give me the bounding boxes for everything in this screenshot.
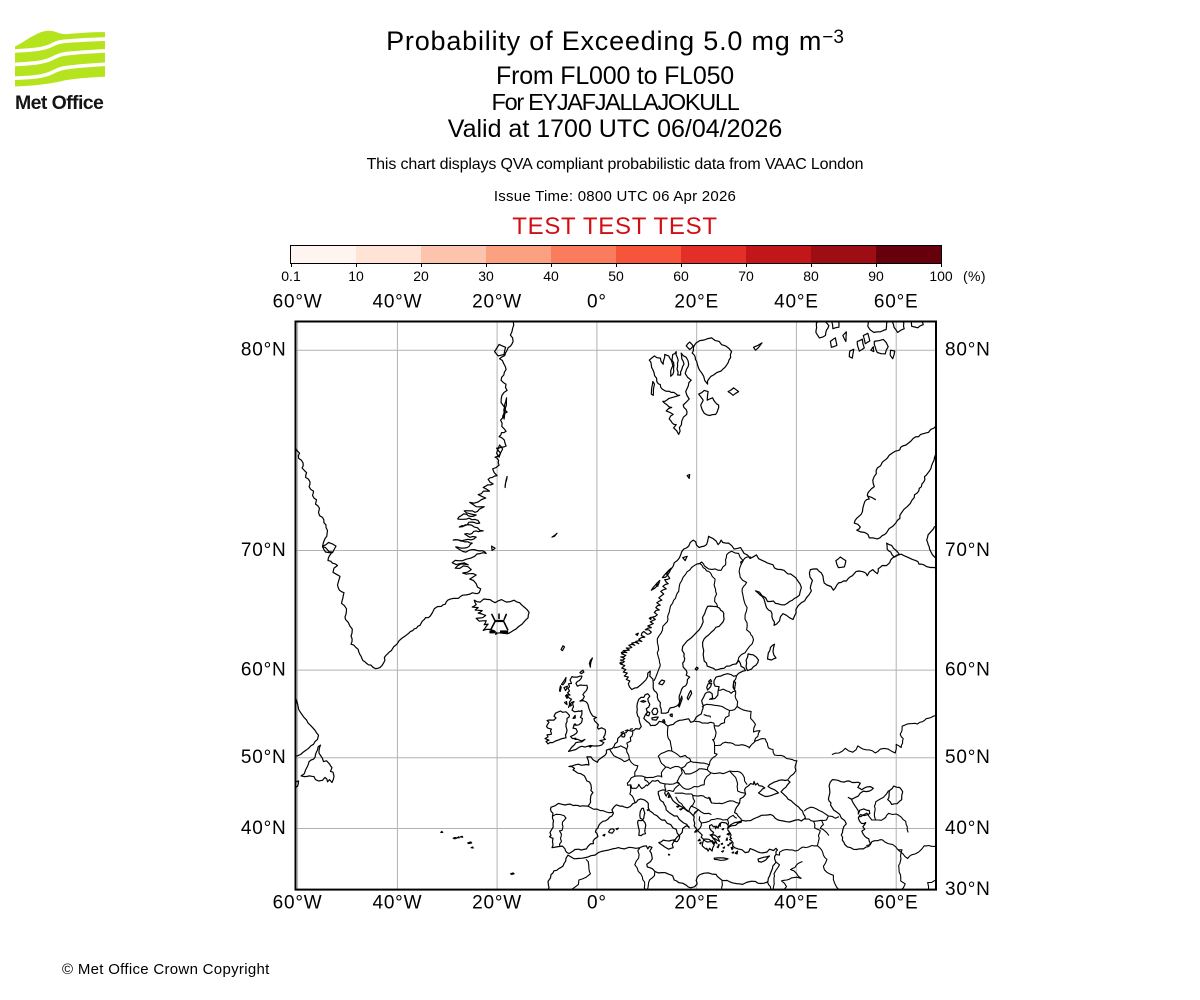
svg-text:20°E: 20°E (674, 893, 719, 914)
svg-text:20°W: 20°W (472, 893, 522, 914)
svg-text:60°E: 60°E (874, 292, 919, 313)
svg-text:20°E: 20°E (674, 292, 719, 313)
svg-text:70°N: 70°N (945, 540, 991, 561)
svg-text:50°N: 50°N (945, 747, 991, 768)
svg-text:60°N: 60°N (945, 660, 991, 681)
svg-text:40°E: 40°E (774, 893, 819, 914)
svg-text:30°N: 30°N (945, 879, 991, 900)
svg-text:40°N: 40°N (241, 818, 287, 839)
svg-text:60°N: 60°N (241, 660, 287, 681)
svg-text:60°W: 60°W (273, 893, 323, 914)
svg-text:80°N: 80°N (241, 340, 287, 361)
svg-text:20°W: 20°W (472, 292, 522, 313)
svg-text:70°N: 70°N (241, 540, 287, 561)
svg-text:60°E: 60°E (874, 893, 919, 914)
svg-text:40°N: 40°N (945, 818, 991, 839)
svg-text:80°N: 80°N (945, 340, 991, 361)
svg-text:0°: 0° (587, 893, 607, 914)
svg-text:0°: 0° (587, 292, 607, 313)
svg-text:40°W: 40°W (372, 893, 422, 914)
svg-text:60°W: 60°W (273, 292, 323, 313)
svg-text:40°E: 40°E (774, 292, 819, 313)
svg-text:50°N: 50°N (241, 747, 287, 768)
svg-text:Met Office: Met Office (15, 92, 104, 114)
svg-text:40°W: 40°W (372, 292, 422, 313)
